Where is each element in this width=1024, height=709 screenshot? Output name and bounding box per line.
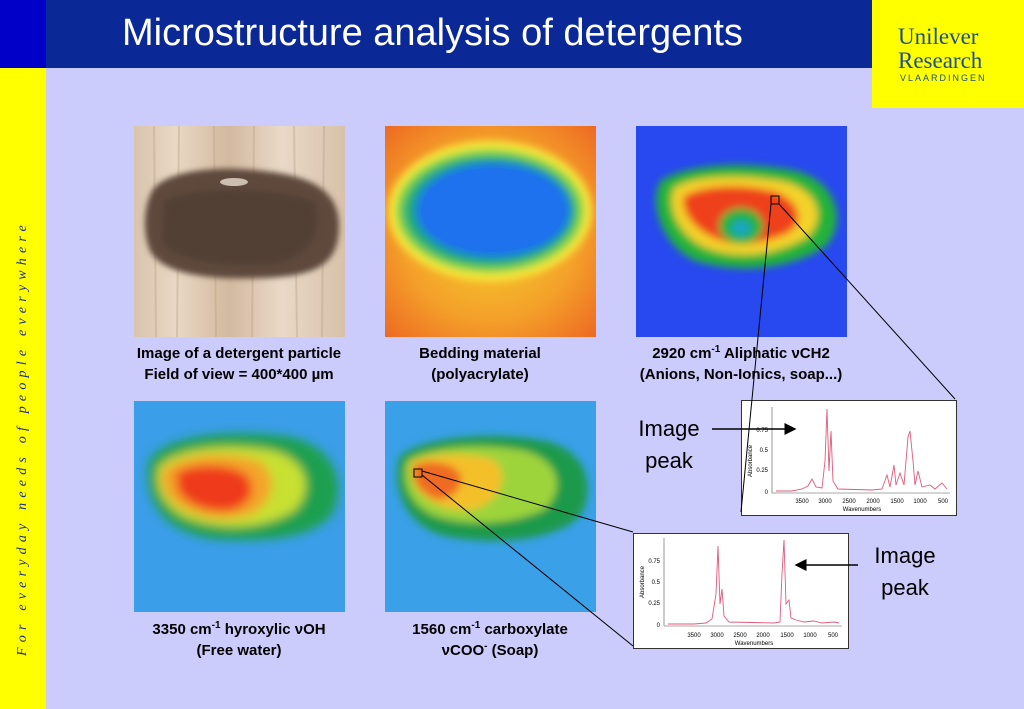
spectrum-1-ytick: 0.5 (760, 448, 769, 454)
spectrum-1-ytick: 0.25 (756, 468, 768, 474)
page-title: Microstructure analysis of detergents (122, 12, 743, 54)
side-bar: For everyday needs of people everywhere (0, 68, 46, 709)
spectrum-1-xtick: 3000 (818, 499, 832, 505)
hydroxylic-oh-image (134, 401, 345, 612)
logo-line-3: VLAARDINGEN (900, 73, 987, 83)
caption-text: Aliphatic νCH2 (720, 345, 830, 362)
connector-line (778, 203, 956, 400)
spectrum-2-ylabel: Absorbance (640, 565, 646, 598)
spectrum-1-xtick: 2500 (842, 499, 856, 505)
caption-carboxylate-coo: 1560 cm-1 carboxylate νCOO- (Soap) (412, 619, 568, 661)
spectrum-2-xtick: 500 (828, 633, 839, 639)
connector-line (740, 203, 772, 513)
caption-superscript: - (484, 641, 488, 652)
spectrum-2-svg: Absorbance 0.75 0.5 0.25 0 3500 3000 250… (640, 538, 842, 647)
spectrum-2-ytick: 0 (657, 623, 661, 629)
caption-line: (Free water) (196, 642, 282, 659)
spectrum-carboxylate: Absorbance 0.75 0.5 0.25 0 3500 3000 250… (633, 533, 849, 649)
connector-line (421, 470, 634, 533)
carboxylate-coo-image (385, 401, 596, 612)
caption-line: 3350 cm-1 hyroxylic νOH (152, 619, 325, 640)
spectrum-1-xtick: 2000 (866, 499, 880, 505)
caption-bedding-material: Bedding material (polyacrylate) (419, 343, 541, 385)
caption-text: hyroxylic νOH (220, 621, 326, 638)
aliphatic-ch2-image (636, 126, 847, 337)
caption-superscript: -1 (711, 344, 721, 355)
caption-text: (Soap) (487, 642, 539, 659)
caption-line: νCOO- (Soap) (412, 640, 568, 661)
logo-line-2: Research (898, 48, 983, 73)
caption-superscript: -1 (211, 620, 221, 631)
carboxylate-heatmap-svg (385, 401, 596, 612)
spectrum-1-xtick: 1000 (913, 499, 927, 505)
title-accent (0, 0, 46, 68)
spectrum-2-xtick: 1000 (803, 633, 817, 639)
caption-detergent-particle: Image of a detergent particle Field of v… (137, 343, 341, 385)
image-peak-label-1: Image peak (626, 413, 712, 477)
spectrum-2-xtick: 3000 (710, 633, 724, 639)
aliphatic-heatmap-svg (636, 126, 847, 337)
spectrum-1-xlabel: Wavenumbers (843, 507, 881, 513)
caption-line: (polyacrylate) (431, 366, 529, 383)
spectrum-2-ytick: 0.5 (652, 580, 661, 586)
caption-hydroxylic-oh: 3350 cm-1 hyroxylic νOH (Free water) (152, 619, 325, 661)
detergent-particle-image (134, 126, 345, 337)
caption-line: 2920 cm-1 Aliphatic νCH2 (640, 343, 843, 364)
spectrum-1-xtick: 3500 (795, 499, 809, 505)
caption-line: Image of a detergent particle (136, 345, 342, 362)
image-peak-label-2: Image peak (860, 540, 950, 604)
hydroxylic-heatmap-svg (134, 401, 345, 612)
logo-line-1: Unilever (898, 24, 979, 49)
spectrum-2-xtick: 2500 (733, 633, 747, 639)
caption-text: νCOO (441, 642, 485, 659)
caption-superscript: -1 (471, 620, 481, 631)
spectrum-2-xlabel: Wavenumbers (735, 641, 773, 647)
spectrum-2-line (668, 539, 840, 625)
caption-text: 3350 cm (152, 621, 212, 638)
connector-line (421, 474, 634, 647)
spectrum-2-xtick: 2000 (756, 633, 770, 639)
image-peak-label-line: Image (874, 543, 936, 568)
spectrum-2-ytick: 0.75 (648, 559, 660, 565)
spectrum-1-ytick: 0.75 (756, 428, 768, 434)
particle-photo-svg (144, 126, 339, 337)
caption-line: Field of view = 400*400 µm (144, 366, 334, 383)
caption-line: Bedding material (419, 345, 541, 362)
image-peak-label-line: peak (645, 448, 693, 473)
caption-line: 1560 cm-1 carboxylate (412, 619, 568, 640)
bedding-material-image (385, 126, 596, 337)
title-bar: Microstructure analysis of detergents (0, 0, 872, 68)
spectrum-1-line (776, 408, 948, 492)
caption-line: (Anions, Non-Ionics, soap...) (639, 366, 843, 383)
spectrum-aliphatic: Absorbance 0.75 0.5 0.25 0 3500 3000 250… (741, 400, 957, 516)
spectrum-2-ytick: 0.25 (648, 601, 660, 607)
spectrum-1-svg: Absorbance 0.75 0.5 0.25 0 3500 3000 250… (748, 407, 950, 513)
spectrum-1-xtick: 1500 (890, 499, 904, 505)
spectrum-1-xtick: 500 (938, 499, 949, 505)
caption-text: carboxylate (480, 621, 568, 638)
caption-text: 1560 cm (412, 621, 472, 638)
image-peak-label-line: Image (638, 416, 700, 441)
spectrum-2-xtick: 3500 (687, 633, 701, 639)
spectrum-1-ytick: 0 (765, 490, 769, 496)
caption-text: 2920 cm (652, 345, 712, 362)
caption-aliphatic-ch2: 2920 cm-1 Aliphatic νCH2 (Anions, Non-Io… (640, 343, 843, 385)
spectrum-2-xtick: 1500 (780, 633, 794, 639)
bedding-heatmap-svg (385, 126, 596, 337)
spectrum-1-ylabel: Absorbance (748, 444, 754, 477)
unilever-logo: Unilever Research VLAARDINGEN (872, 0, 1024, 108)
image-peak-label-line: peak (881, 575, 929, 600)
